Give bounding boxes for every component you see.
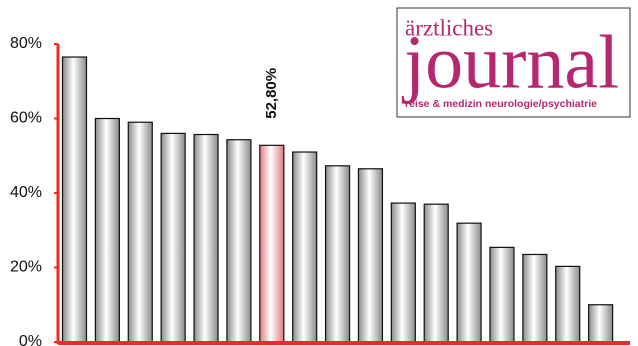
bar [94,117,120,343]
value-label: 52,80% [263,68,280,119]
y-tick-label: 0% [19,333,42,346]
logo-box [396,7,631,118]
y-tick-label: 40% [10,184,42,201]
bar [555,265,581,343]
bar [390,202,416,343]
bar [456,222,482,343]
bar [489,246,515,343]
bar [588,304,614,343]
bar [357,168,384,343]
logo-tagline: reise & medizin neurologie/psychiatrie [405,98,597,110]
y-tick-label: 20% [10,259,42,276]
bar [61,56,88,343]
bar [226,139,252,343]
y-tick-label: 60% [10,110,42,127]
bar [160,132,186,343]
bar [522,253,548,343]
logo-line2: journal [401,20,619,104]
bar [324,165,351,343]
bar [423,203,449,343]
bar [193,133,219,343]
bar [127,121,153,343]
bar [259,144,285,343]
bar [292,151,318,343]
logo-line1: ärztliches [405,15,493,40]
y-tick-label: 80% [10,35,42,52]
